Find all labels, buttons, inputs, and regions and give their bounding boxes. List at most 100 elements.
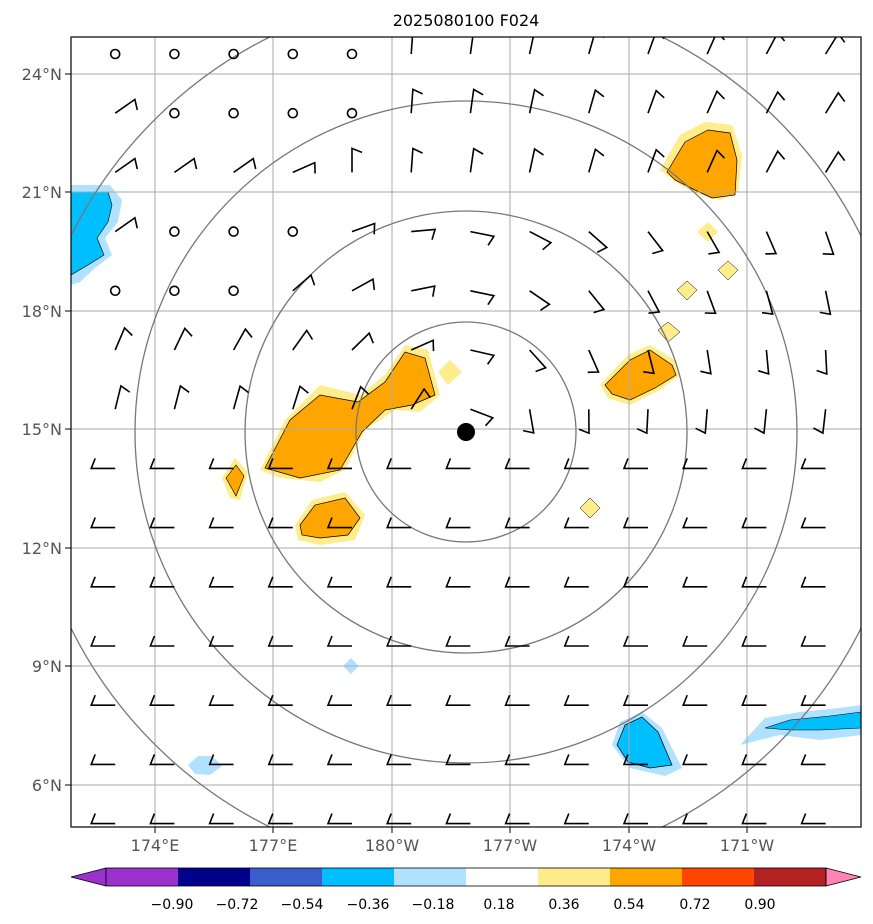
wind-barb <box>504 635 530 647</box>
range-ring-2 <box>244 210 688 654</box>
wind-barb <box>292 161 316 174</box>
colorbar-label: 0.36 <box>548 897 579 913</box>
colorbar-bin <box>394 868 467 886</box>
calm-wind-circle <box>287 48 299 60</box>
gridlines <box>71 37 861 827</box>
wind-barb <box>208 517 234 529</box>
wind-barb <box>410 37 414 55</box>
calm-wind-circle <box>346 107 358 119</box>
wind-barb <box>292 384 309 410</box>
wind-barb <box>754 409 768 435</box>
wind-barb <box>267 517 293 529</box>
colorbar-frame <box>105 867 827 887</box>
wind-barb <box>470 290 496 306</box>
wind-barb <box>529 230 553 251</box>
wind-barb <box>761 290 774 315</box>
wind-barb <box>232 327 253 351</box>
wind-barb <box>90 517 116 529</box>
wind-barb <box>208 635 234 647</box>
colorbar-label: −0.90 <box>151 897 194 913</box>
wind-barb <box>741 813 767 825</box>
wind-barb <box>504 576 530 588</box>
colorbar-label: −0.18 <box>412 897 455 913</box>
wind-barb <box>469 147 484 173</box>
wind-barb <box>824 91 846 114</box>
wind-barb <box>587 349 600 374</box>
wind-barb <box>528 37 544 55</box>
wind-barb <box>647 37 665 55</box>
negative-contour-se-core <box>616 716 673 769</box>
wind-barb <box>326 517 352 529</box>
wind-barb <box>622 635 648 647</box>
wind-barb <box>706 89 726 114</box>
calm-wind-circle <box>109 285 121 297</box>
wind-barb <box>700 349 712 375</box>
wind-barb <box>90 813 116 825</box>
wind-barb <box>504 458 530 470</box>
wind-barb <box>90 694 116 706</box>
wind-barb <box>149 694 175 706</box>
wind-barb <box>208 813 234 825</box>
wind-barb <box>386 458 412 470</box>
wind-barb <box>208 458 234 470</box>
calm-wind-circle <box>169 226 180 237</box>
positive-contour-east-core <box>604 349 677 401</box>
wind-barb <box>411 285 436 297</box>
wind-barb <box>232 384 250 410</box>
x-tick-label: 180°W <box>365 836 420 855</box>
negative-contour-small-c <box>188 756 222 775</box>
wind-barb <box>682 458 708 470</box>
wind-barb <box>149 635 175 647</box>
wind-barb <box>647 89 665 114</box>
wind-barb <box>208 694 234 706</box>
positive-contour-west-small-core <box>225 464 245 497</box>
wind-barb <box>824 37 846 55</box>
wind-barb <box>445 635 471 647</box>
wind-barb <box>470 230 496 246</box>
positive-contour-dot-2 <box>676 280 698 301</box>
calm-wind-circle <box>109 48 121 60</box>
colorbar-over-arrow <box>825 867 862 887</box>
wind-barb <box>504 694 530 706</box>
wind-barb <box>445 517 471 529</box>
wind-barb <box>469 88 484 114</box>
calm-wind-circle <box>169 107 180 119</box>
colorbar-label: 0.72 <box>679 897 710 913</box>
wind-barb <box>588 290 606 314</box>
colorbar-label: 0.18 <box>483 897 514 913</box>
wind-barb <box>588 88 605 114</box>
colorbar-bin <box>178 868 251 886</box>
y-tick-label: 6°N <box>32 776 62 795</box>
wind-barb <box>622 813 648 825</box>
wind-barb <box>824 150 846 173</box>
wind-barb <box>114 384 131 410</box>
wind-barb <box>800 754 826 766</box>
wind-barb <box>267 813 293 825</box>
wind-barb <box>326 694 352 706</box>
wind-barb <box>682 635 708 647</box>
wind-barb <box>529 349 548 373</box>
wind-barb <box>588 37 605 55</box>
wind-barb <box>149 754 175 766</box>
wind-barb <box>173 157 198 174</box>
colorbar-under-arrow <box>70 867 107 887</box>
wind-barb <box>114 216 139 233</box>
wind-barb <box>90 576 116 588</box>
wind-barb <box>647 290 661 314</box>
wind-barb <box>563 694 589 706</box>
wind-barb <box>800 458 826 470</box>
wind-barb <box>563 576 589 588</box>
wind-barb <box>588 147 605 173</box>
wind-barb <box>647 148 665 173</box>
wind-barb <box>351 147 363 173</box>
negative-contour-far-east-core <box>764 711 861 731</box>
colorbar-label: −0.54 <box>281 897 324 913</box>
wind-barb <box>741 694 767 706</box>
y-tick-label: 9°N <box>32 657 62 676</box>
wind-barb <box>563 635 589 647</box>
calm-wind-circle <box>228 226 239 237</box>
map-plot-area <box>71 37 861 827</box>
colorbar-bin <box>538 868 611 886</box>
y-tick-label: 15°N <box>22 420 62 439</box>
